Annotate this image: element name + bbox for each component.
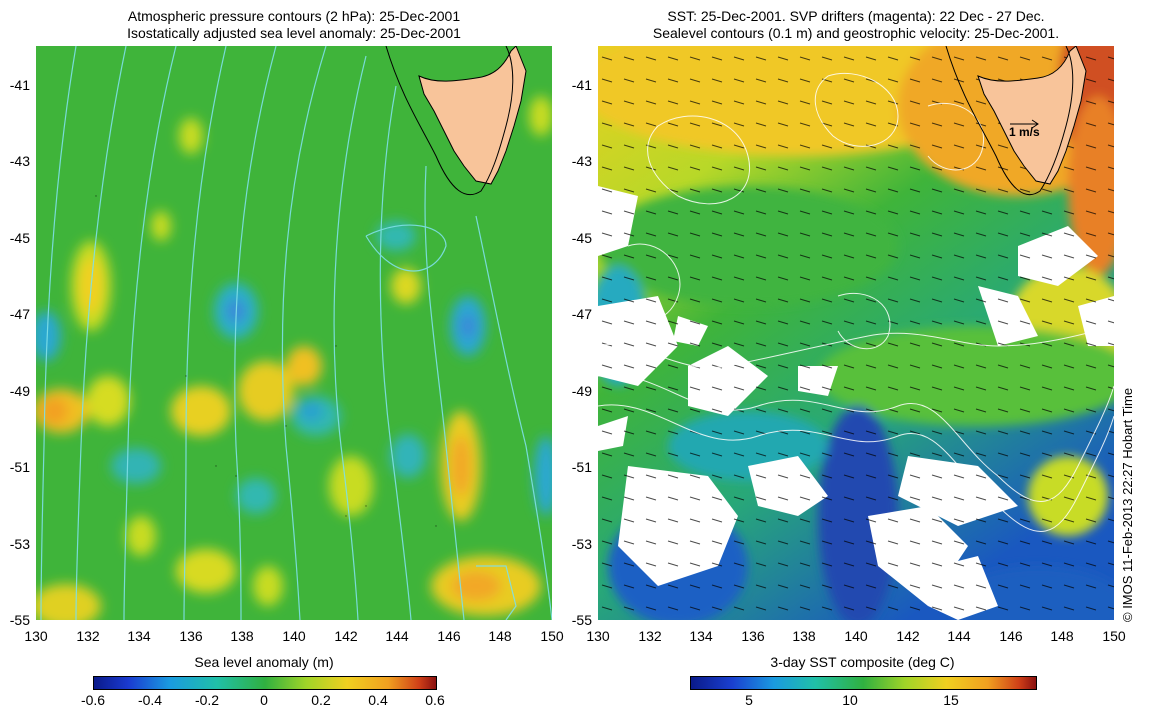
lon-tick: 142: [334, 628, 358, 644]
credit-text: © IMOS 11-Feb-2013 22:27 Hobart Time: [1120, 387, 1135, 622]
sst-map: 1 m/s: [598, 46, 1114, 620]
lon-tick: 130: [586, 628, 610, 644]
lat-tick: -43: [571, 153, 592, 169]
lon-tick: 134: [689, 628, 713, 644]
lon-tick: 140: [282, 628, 306, 644]
colorbar-tick: 0.4: [368, 692, 388, 708]
lon-tick: 136: [179, 628, 203, 644]
lon-tick: 146: [999, 628, 1023, 644]
lon-tick: 130: [24, 628, 48, 644]
colorbar-tick: -0.6: [80, 692, 106, 708]
sst-colorbar: [690, 676, 1037, 690]
lon-tick: 144: [385, 628, 409, 644]
lat-tick: -51: [571, 459, 592, 475]
lat-tick: -41: [9, 77, 30, 93]
lat-tick: -51: [9, 459, 30, 475]
sla-colorbar-label: Sea level anomaly (m): [194, 654, 334, 670]
colorbar-tick: 15: [943, 692, 959, 708]
lat-tick: -53: [9, 536, 30, 552]
lat-tick: -53: [571, 536, 592, 552]
lon-tick: 138: [792, 628, 816, 644]
right-title-line2: Sealevel contours (0.1 m) and geostrophi…: [652, 25, 1060, 41]
velocity-scale-label: 1 m/s: [1009, 125, 1040, 139]
left-title-line1: Atmospheric pressure contours (2 hPa): 2…: [127, 8, 461, 24]
lon-tick: 148: [488, 628, 512, 644]
lon-tick: 134: [127, 628, 151, 644]
lon-tick: 148: [1050, 628, 1074, 644]
colorbar-tick: 0.2: [311, 692, 331, 708]
sst-colorbar-label: 3-day SST composite (deg C): [770, 654, 955, 670]
lon-tick: 138: [230, 628, 254, 644]
colorbar-tick: 0: [260, 692, 268, 708]
lon-tick: 144: [947, 628, 971, 644]
lat-tick: -45: [9, 230, 30, 246]
lat-tick: -43: [9, 153, 30, 169]
lat-tick: -41: [571, 77, 592, 93]
sea-level-anomaly-map: [36, 46, 552, 620]
right-title-line1: SST: 25-Dec-2001. SVP drifters (magenta)…: [667, 8, 1045, 24]
colorbar-tick: -0.4: [137, 692, 163, 708]
left-title-line2: Isostatically adjusted sea level anomaly…: [127, 25, 461, 41]
sla-colorbar: [93, 676, 437, 690]
lon-tick: 150: [1102, 628, 1126, 644]
lat-tick: -49: [9, 383, 30, 399]
velocity-scale-arrow: [1010, 119, 1039, 129]
lat-tick: -47: [9, 306, 30, 322]
lon-tick: 140: [844, 628, 868, 644]
lat-tick: -49: [571, 383, 592, 399]
colorbar-tick: 5: [745, 692, 753, 708]
colorbar-tick: -0.2: [194, 692, 220, 708]
lat-tick: -55: [571, 612, 592, 628]
lon-tick: 132: [638, 628, 662, 644]
colorbar-tick: 10: [842, 692, 858, 708]
lon-tick: 132: [76, 628, 100, 644]
lon-tick: 142: [896, 628, 920, 644]
lat-tick: -47: [571, 306, 592, 322]
lon-tick: 146: [437, 628, 461, 644]
lat-tick: -55: [9, 612, 30, 628]
colorbar-tick: 0.6: [425, 692, 445, 708]
lon-tick: 150: [540, 628, 564, 644]
lon-tick: 136: [741, 628, 765, 644]
lat-tick: -45: [571, 230, 592, 246]
